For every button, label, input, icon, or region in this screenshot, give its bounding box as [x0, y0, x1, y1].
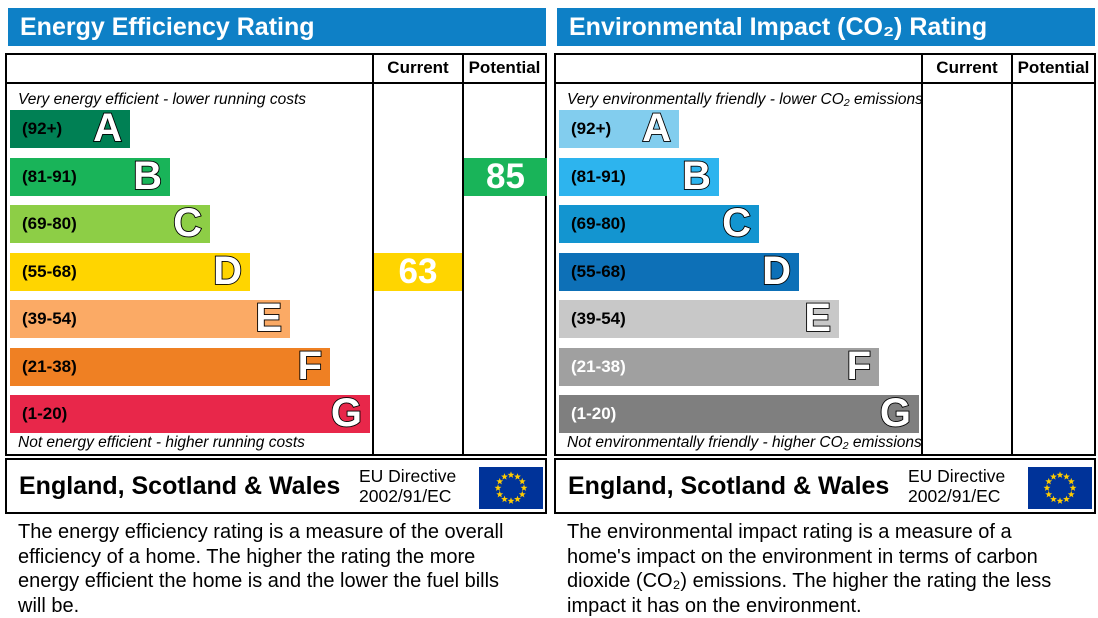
header-divider — [556, 82, 1094, 84]
band-row-a: (92+) A — [10, 106, 130, 150]
band-range: (55-68) — [22, 262, 77, 281]
potential-column-header: Potential — [1017, 58, 1090, 77]
eu-directive-line1: EU Directive — [908, 466, 1006, 486]
band-range: (1-20) — [22, 404, 68, 423]
band-letter: D — [212, 249, 243, 293]
band-row-b: (81-91) B — [10, 154, 170, 198]
rating-chart: Current Potential Very environmentally f… — [554, 53, 1096, 456]
band-letter: A — [641, 106, 672, 150]
eu-flag-stars — [494, 471, 528, 504]
eu-flag-icon — [1028, 467, 1092, 509]
eu-flag-stars — [1043, 471, 1077, 504]
eu-directive-line2: 2002/91/EC — [908, 486, 1001, 506]
band-row-e: (39-54) E — [559, 296, 839, 340]
column-divider — [921, 55, 923, 454]
band-row-g: (1-20) G — [559, 391, 919, 435]
band-letter: G — [330, 391, 363, 435]
band-row-f: (21-38) F — [559, 344, 879, 388]
band-row-e: (39-54) E — [10, 296, 290, 340]
potential-column-header: Potential — [468, 58, 541, 77]
header-divider — [7, 82, 545, 84]
column-divider — [1011, 55, 1013, 454]
band-letter: D — [761, 249, 792, 293]
band-row-a: (92+) A — [559, 106, 679, 150]
footer-box: England, Scotland & Wales EU Directive 2… — [554, 458, 1096, 514]
band-row-c: (69-80) C — [559, 201, 759, 245]
region-label: England, Scotland & Wales — [19, 472, 341, 500]
panel-title: Environmental Impact (CO₂) Rating — [557, 8, 1095, 46]
current-column-header: Current — [387, 58, 449, 77]
band-range: (92+) — [571, 119, 612, 138]
band-letter: C — [721, 201, 752, 245]
band-range: (21-38) — [571, 357, 626, 376]
band-letter: E — [254, 296, 282, 340]
band-row-b: (81-91) B — [559, 154, 719, 198]
band-row-d: (55-68) D — [559, 249, 799, 293]
band-letter: E — [803, 296, 831, 340]
column-divider — [462, 55, 464, 454]
eu-directive-label: EU Directive 2002/91/EC — [908, 466, 1005, 506]
eu-directive-label: EU Directive 2002/91/EC — [359, 466, 456, 506]
top-caption: Very environmentally friendly - lower CO… — [567, 91, 923, 108]
eu-flag-icon — [479, 467, 543, 509]
rating-chart: Current Potential Very energy efficient … — [5, 53, 547, 456]
band-range: (69-80) — [22, 214, 77, 233]
energy-rating-description: The energy efficiency rating is a measur… — [18, 521, 504, 617]
band-letter: B — [681, 154, 712, 198]
band-row-f: (21-38) F — [10, 344, 330, 388]
band-letter: B — [132, 154, 163, 198]
environmental-rating-description: The environmental impact rating is a mea… — [567, 521, 1052, 617]
band-range: (39-54) — [22, 309, 77, 328]
band-row-g: (1-20) G — [10, 391, 370, 435]
band-range: (21-38) — [22, 357, 77, 376]
band-row-c: (69-80) C — [10, 201, 210, 245]
current-rating-indicator: 63 — [374, 253, 462, 291]
band-letter: G — [879, 391, 912, 435]
top-caption: Very energy efficient - lower running co… — [18, 91, 307, 108]
column-divider — [372, 55, 374, 454]
panel-title: Energy Efficiency Rating — [8, 8, 546, 46]
band-range: (69-80) — [571, 214, 626, 233]
band-row-d: (55-68) D — [10, 249, 250, 293]
energy-efficiency-panel: Energy Efficiency Rating Current Potenti… — [0, 0, 549, 617]
footer-box: England, Scotland & Wales EU Directive 2… — [5, 458, 547, 514]
band-range: (92+) — [22, 119, 63, 138]
environmental-impact-panel: Environmental Impact (CO₂) Rating Curren… — [549, 0, 1098, 617]
potential-rating-indicator: 85 — [464, 158, 547, 196]
band-range: (81-91) — [571, 167, 626, 186]
band-range: (81-91) — [22, 167, 77, 186]
band-range: (1-20) — [571, 404, 617, 423]
band-range: (39-54) — [571, 309, 626, 328]
band-letter: F — [846, 344, 872, 388]
bottom-caption: Not environmentally friendly - higher CO… — [567, 434, 922, 451]
band-letter: F — [297, 344, 323, 388]
band-range: (55-68) — [571, 262, 626, 281]
band-letter: A — [92, 106, 123, 150]
band-letter: C — [172, 201, 203, 245]
current-column-header: Current — [936, 58, 998, 77]
eu-directive-line1: EU Directive — [359, 466, 457, 486]
region-label: England, Scotland & Wales — [568, 472, 890, 500]
eu-directive-line2: 2002/91/EC — [359, 486, 452, 506]
bottom-caption: Not energy efficient - higher running co… — [18, 434, 305, 451]
